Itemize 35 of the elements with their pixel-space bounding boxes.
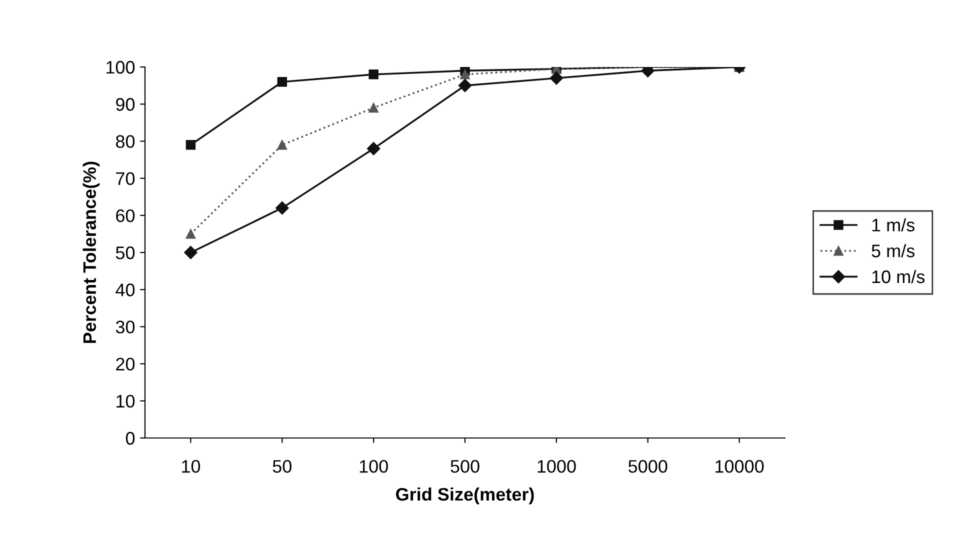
y-tick-label: 90 — [116, 98, 135, 111]
point — [277, 76, 288, 87]
y-tick-label: 20 — [116, 358, 135, 371]
point — [550, 72, 564, 85]
x-tick-label: 50 — [272, 460, 292, 473]
y-tick-label: 50 — [116, 246, 135, 260]
y-tick-label: 0 — [126, 432, 135, 445]
legend-label: 10 m/s — [872, 270, 925, 284]
point — [277, 140, 288, 150]
x-tick-label: 1000 — [538, 460, 576, 473]
y-axis-title: Percent Tolerance(%) — [82, 162, 100, 343]
point — [458, 78, 472, 92]
y-tick-label: 80 — [116, 135, 135, 148]
x-tick-label: 500 — [450, 460, 480, 473]
x-axis-title: Grid Size(meter) — [396, 487, 534, 504]
y-tick-label: 30 — [116, 320, 135, 334]
point — [368, 70, 378, 80]
y-tick-label: 40 — [116, 284, 135, 296]
y-tick-label: 60 — [116, 209, 135, 222]
point — [276, 201, 289, 215]
point — [366, 142, 380, 156]
y-tick-label: 70 — [116, 172, 135, 186]
point — [186, 140, 196, 150]
x-tick-label: 10000 — [716, 460, 764, 473]
point — [460, 70, 470, 80]
point — [368, 102, 378, 113]
x-tick-label: 100 — [360, 460, 388, 473]
legend-label: 5 m/s — [872, 244, 914, 258]
y-tick-label: 100 — [106, 60, 135, 74]
point — [184, 246, 198, 260]
x-tick-label: 5000 — [628, 460, 668, 473]
y-tick-label: 10 — [116, 394, 135, 408]
x-tick-label: 10 — [182, 460, 200, 473]
point — [186, 229, 196, 239]
legend-label: 1 m/s — [872, 218, 914, 232]
